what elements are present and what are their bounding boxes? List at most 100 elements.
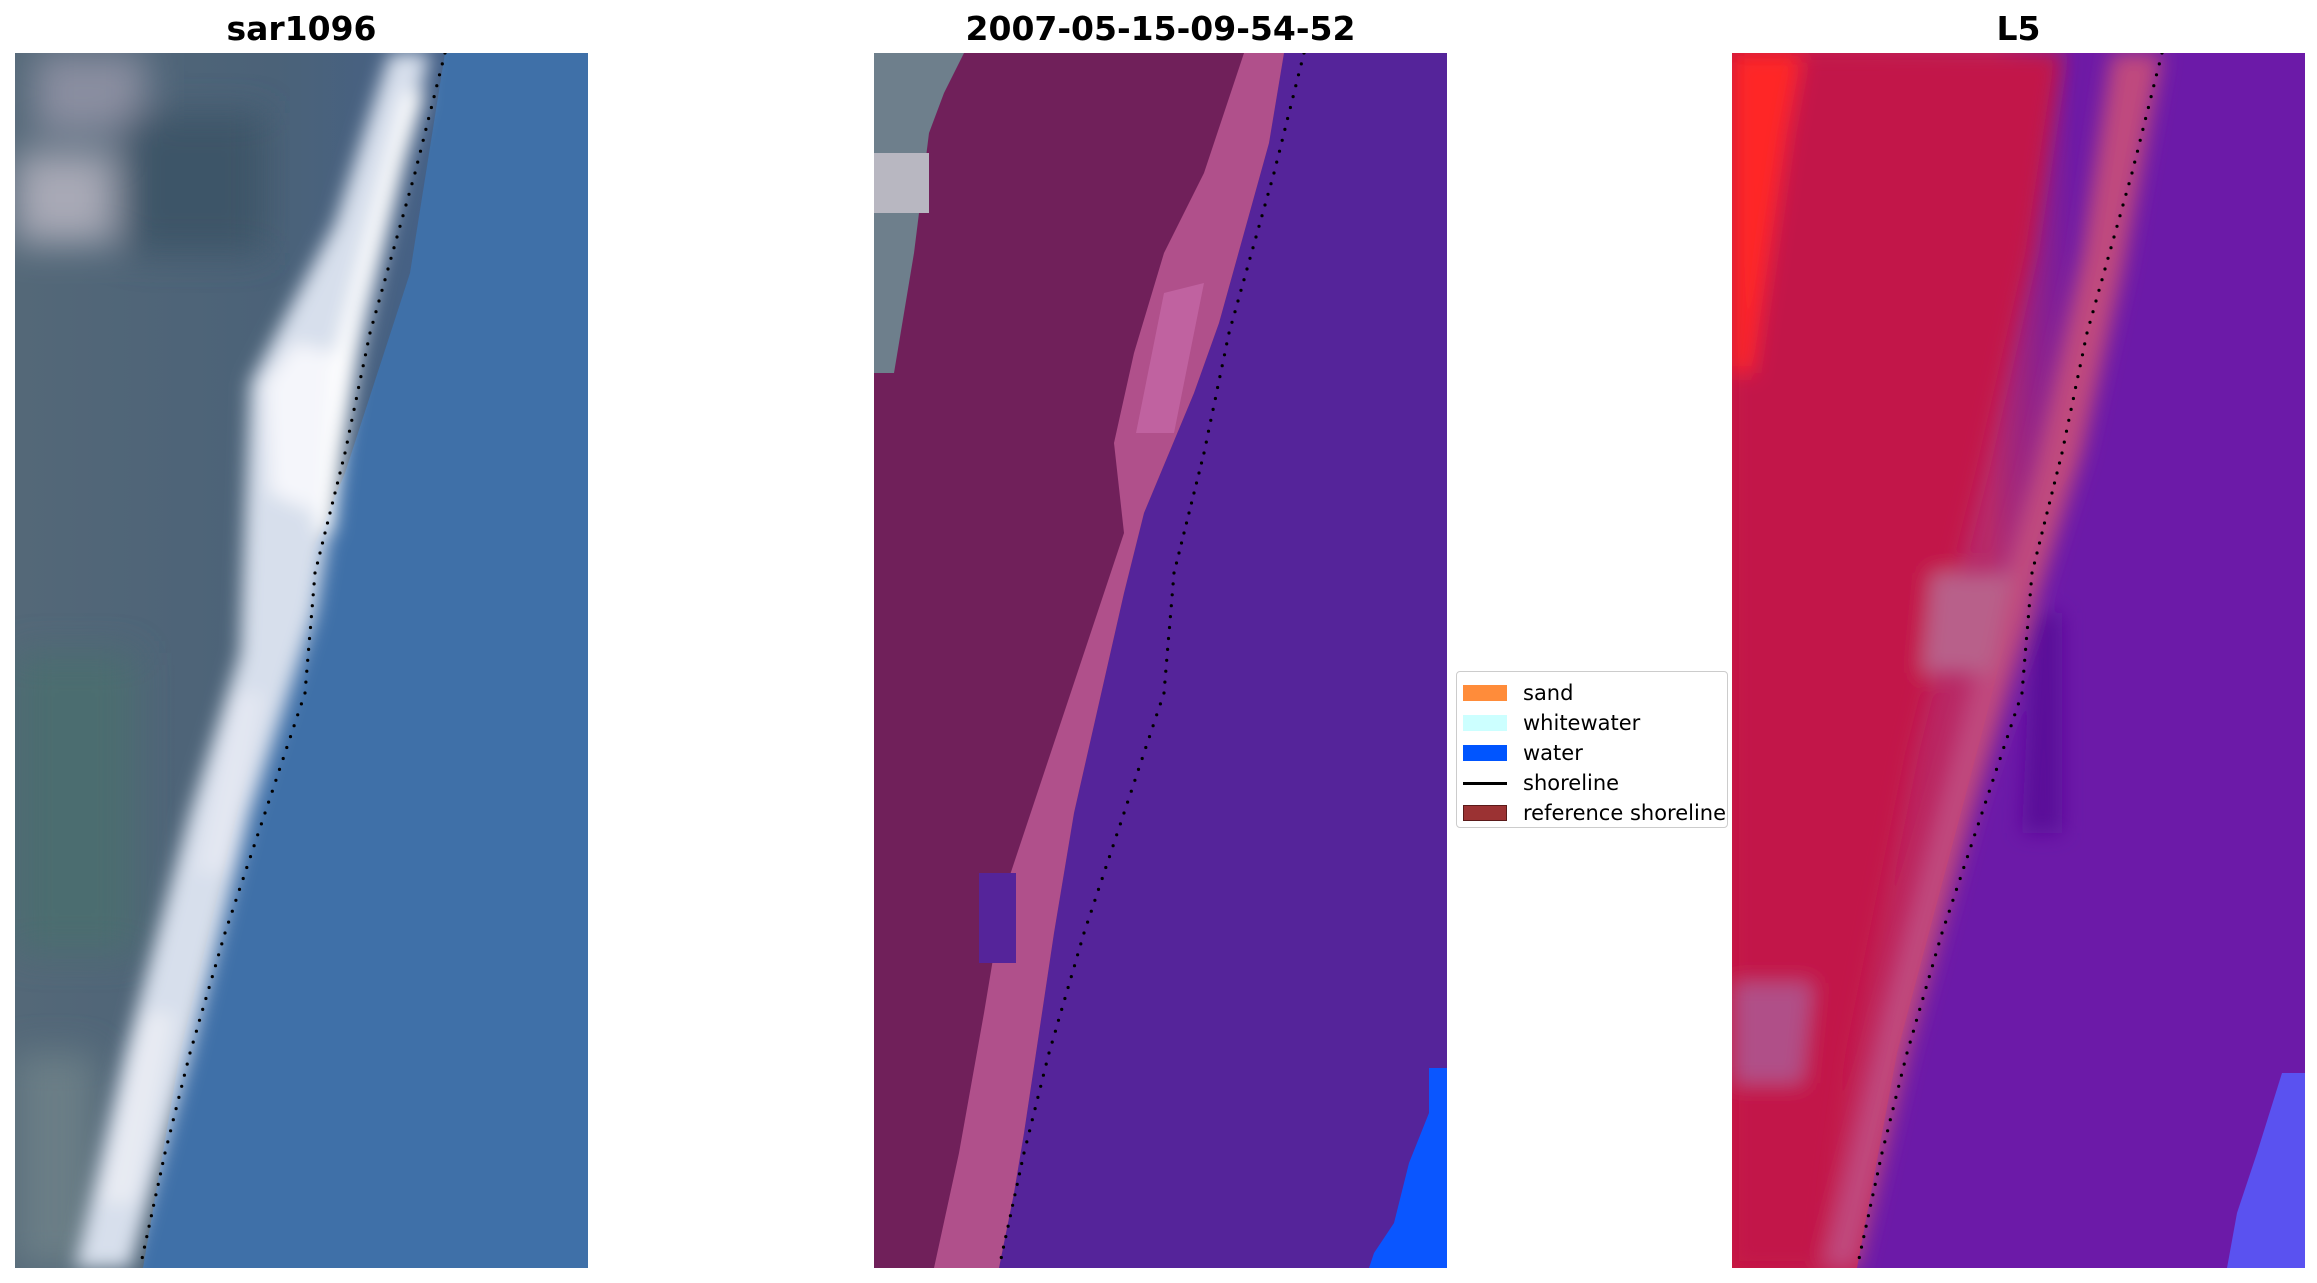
shoreline-dot bbox=[1199, 461, 1204, 465]
shoreline-dot bbox=[1164, 669, 1168, 673]
shoreline-dot bbox=[1859, 1245, 1864, 1249]
shoreline-dot bbox=[1251, 246, 1255, 250]
shoreline-dot bbox=[2094, 299, 2098, 303]
shoreline-dot bbox=[1218, 375, 1222, 379]
shoreline-dot bbox=[1871, 1193, 1875, 1197]
shoreline-dot bbox=[152, 1203, 156, 1207]
shoreline-dot bbox=[299, 702, 303, 706]
panel-title-classified: 2007-05-15-09-54-52 bbox=[965, 9, 1356, 48]
shoreline-dot bbox=[1272, 171, 1276, 175]
shoreline-dot bbox=[1220, 364, 1224, 368]
shoreline-dot bbox=[1168, 615, 1172, 619]
shoreline-dot bbox=[1050, 1040, 1054, 1044]
shoreline-dot bbox=[999, 1255, 1003, 1260]
shoreline-dot bbox=[1182, 531, 1186, 535]
shoreline-dot bbox=[169, 1129, 173, 1133]
shoreline-dot bbox=[380, 288, 384, 292]
shoreline-dot bbox=[204, 996, 208, 1001]
shoreline-dot bbox=[1908, 1040, 1912, 1044]
shoreline-dot bbox=[288, 735, 293, 739]
shoreline-dot bbox=[274, 778, 278, 782]
shoreline-dot bbox=[2057, 461, 2062, 465]
shoreline-dot bbox=[368, 331, 372, 335]
shoreline-dot bbox=[1947, 909, 1951, 913]
shoreline-dot bbox=[248, 855, 253, 859]
shoreline-dot bbox=[1184, 521, 1189, 525]
classified-image-panel bbox=[874, 53, 1447, 1268]
shoreline-dot bbox=[1163, 680, 1167, 684]
shoreline-dot bbox=[2032, 561, 2037, 565]
shoreline-dot bbox=[237, 887, 242, 892]
shoreline-dot bbox=[1166, 636, 1171, 641]
shoreline-dot bbox=[2088, 320, 2092, 324]
legend: sand whitewater water shoreline referenc… bbox=[1456, 671, 1728, 828]
shoreline-dot bbox=[333, 491, 337, 495]
shoreline-dot bbox=[256, 833, 260, 837]
shoreline-dot bbox=[223, 931, 227, 935]
shoreline-dot bbox=[2024, 636, 2029, 641]
shoreline-dot bbox=[270, 789, 274, 793]
shoreline-dot bbox=[2106, 256, 2110, 260]
shoreline-dot bbox=[156, 1182, 160, 1186]
shoreline-dot bbox=[1082, 931, 1086, 935]
shoreline-dot bbox=[320, 541, 325, 545]
shoreline-dot bbox=[350, 418, 354, 422]
shoreline-dot bbox=[1174, 561, 1179, 565]
shoreline-dot bbox=[267, 800, 271, 804]
shoreline-dot bbox=[313, 571, 317, 575]
shoreline-dot bbox=[2040, 531, 2044, 535]
shoreline-dot bbox=[1192, 491, 1196, 495]
shoreline-dot bbox=[1254, 235, 1258, 239]
shoreline-dot bbox=[2050, 491, 2054, 495]
shoreline-dot bbox=[1263, 203, 1267, 207]
shoreline-dot bbox=[227, 920, 231, 924]
shoreline-dot bbox=[1958, 876, 1962, 881]
shoreline-dot bbox=[2026, 615, 2030, 619]
shoreline-dot bbox=[1987, 789, 1991, 793]
shoreline-dot bbox=[142, 1245, 147, 1249]
legend-label: whitewater bbox=[1523, 711, 1641, 735]
shoreline-dot bbox=[1937, 942, 1941, 946]
legend-swatch-water bbox=[1463, 745, 1507, 761]
shoreline-dot bbox=[1151, 724, 1155, 728]
shoreline-dot bbox=[1991, 778, 1995, 782]
shoreline-dot bbox=[145, 1235, 149, 1239]
shoreline-dot bbox=[1115, 833, 1119, 837]
shoreline-dots-classified bbox=[999, 53, 1306, 1260]
shoreline-dot bbox=[335, 481, 340, 485]
shoreline-dot bbox=[2045, 511, 2049, 515]
shoreline-dot bbox=[1998, 756, 2002, 761]
shoreline-dot bbox=[1288, 105, 1292, 110]
shoreline-dot bbox=[1107, 855, 1112, 859]
shoreline-dot bbox=[2124, 192, 2128, 196]
shoreline-dot bbox=[1022, 1151, 1026, 1155]
shoreline-dot bbox=[1902, 1062, 1906, 1066]
shoreline-dot bbox=[1299, 62, 1303, 66]
shoreline-dot bbox=[296, 713, 300, 717]
shoreline-dot bbox=[2130, 171, 2134, 175]
shoreline-dot bbox=[2118, 214, 2122, 218]
shoreline-dot bbox=[1172, 571, 1176, 575]
shoreline-dot bbox=[1041, 1073, 1045, 1077]
shoreline-dot bbox=[2085, 331, 2089, 335]
shoreline-dot bbox=[1039, 1084, 1043, 1088]
shoreline-dot bbox=[435, 84, 439, 88]
shoreline-dot bbox=[161, 1161, 165, 1166]
shoreline-dot bbox=[361, 364, 365, 368]
shoreline-dot bbox=[2074, 385, 2078, 390]
shoreline-dot bbox=[1969, 844, 1973, 848]
shoreline-dot bbox=[191, 1040, 195, 1044]
shoreline-dot bbox=[359, 375, 363, 379]
shoreline-dot bbox=[1280, 138, 1284, 142]
shoreline-dot bbox=[416, 160, 420, 164]
shoreline-dot bbox=[2025, 625, 2030, 630]
shoreline-dot bbox=[1984, 800, 1988, 804]
shoreline-dot bbox=[371, 320, 375, 324]
shoreline-dot bbox=[443, 53, 447, 55]
shoreline-dot bbox=[308, 625, 313, 630]
shoreline-dot bbox=[357, 385, 361, 390]
shoreline-dot bbox=[427, 116, 431, 121]
shoreline-dot bbox=[310, 604, 314, 608]
shoreline-dot bbox=[1236, 299, 1240, 303]
shoreline-dot bbox=[1257, 224, 1261, 228]
